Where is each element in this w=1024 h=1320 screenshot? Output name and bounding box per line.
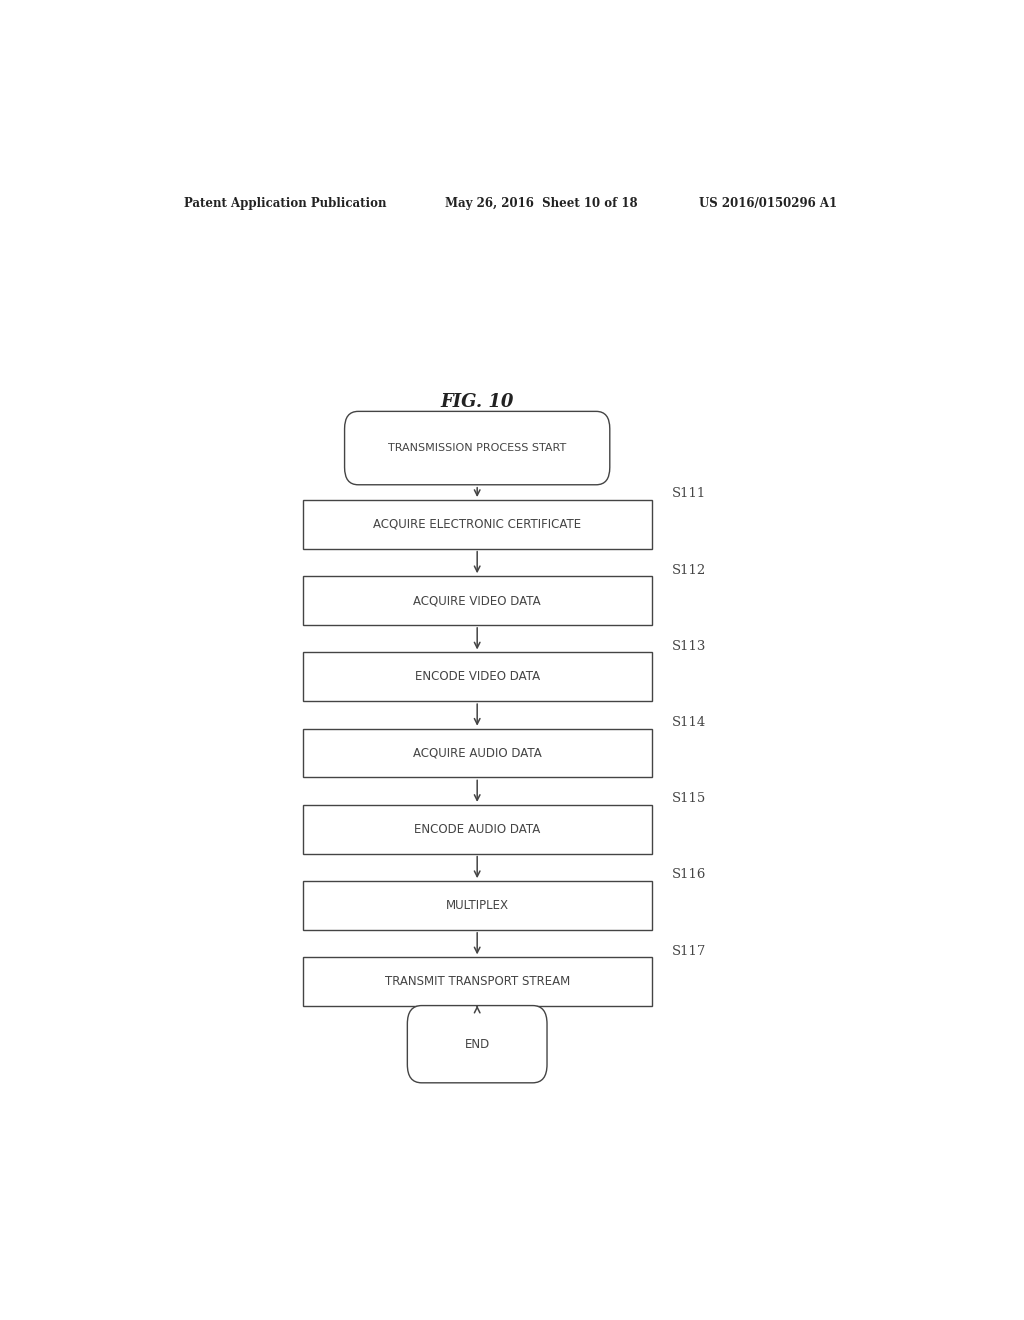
Text: S117: S117 <box>672 945 706 958</box>
Text: END: END <box>465 1038 489 1051</box>
Text: S116: S116 <box>672 869 706 882</box>
Bar <box>303 729 652 777</box>
Text: US 2016/0150296 A1: US 2016/0150296 A1 <box>699 197 838 210</box>
Text: May 26, 2016  Sheet 10 of 18: May 26, 2016 Sheet 10 of 18 <box>445 197 638 210</box>
Bar <box>303 880 652 929</box>
FancyBboxPatch shape <box>344 412 610 484</box>
Bar <box>303 500 652 549</box>
Bar <box>303 957 652 1006</box>
Bar <box>303 652 652 701</box>
Text: Patent Application Publication: Patent Application Publication <box>183 197 386 210</box>
Text: MULTIPLEX: MULTIPLEX <box>445 899 509 912</box>
Text: S113: S113 <box>672 640 706 653</box>
Text: S114: S114 <box>672 715 706 729</box>
Text: ACQUIRE AUDIO DATA: ACQUIRE AUDIO DATA <box>413 747 542 759</box>
Bar <box>303 576 652 624</box>
Text: ENCODE VIDEO DATA: ENCODE VIDEO DATA <box>415 671 540 684</box>
Text: FIG. 10: FIG. 10 <box>440 393 514 412</box>
Text: ACQUIRE VIDEO DATA: ACQUIRE VIDEO DATA <box>414 594 541 607</box>
FancyBboxPatch shape <box>408 1006 547 1082</box>
Text: ACQUIRE ELECTRONIC CERTIFICATE: ACQUIRE ELECTRONIC CERTIFICATE <box>373 517 582 531</box>
Text: ENCODE AUDIO DATA: ENCODE AUDIO DATA <box>414 822 541 836</box>
Text: S111: S111 <box>672 487 706 500</box>
Text: TRANSMISSION PROCESS START: TRANSMISSION PROCESS START <box>388 444 566 453</box>
Text: S112: S112 <box>672 564 706 577</box>
Text: TRANSMIT TRANSPORT STREAM: TRANSMIT TRANSPORT STREAM <box>385 975 569 989</box>
Text: S115: S115 <box>672 792 706 805</box>
Bar <box>303 805 652 854</box>
